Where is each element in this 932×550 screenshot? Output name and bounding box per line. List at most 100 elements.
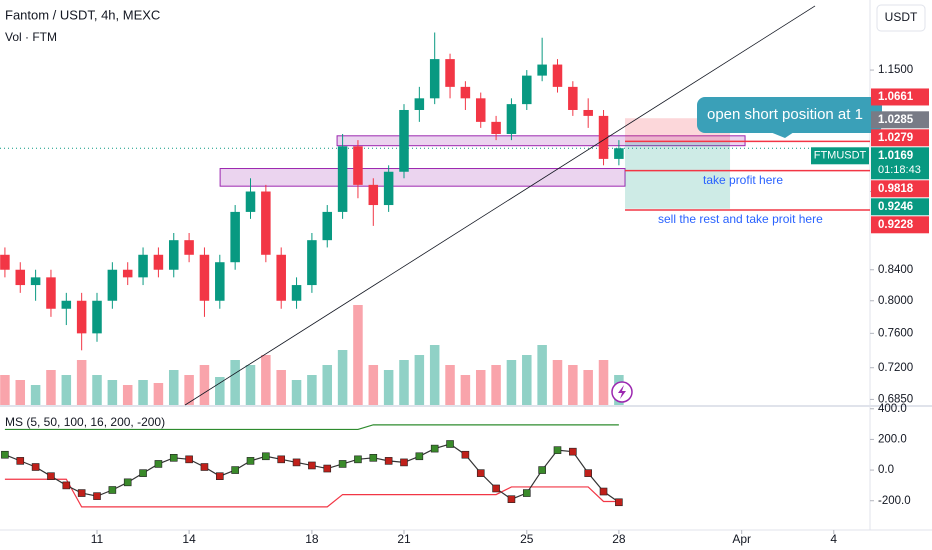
candle-body xyxy=(429,59,440,99)
osc-point xyxy=(1,450,9,459)
candle-body xyxy=(215,262,225,301)
volume-bar xyxy=(122,385,133,405)
volume-bar xyxy=(107,380,118,405)
osc-point xyxy=(354,455,362,464)
osc-point xyxy=(522,489,531,497)
candle-body xyxy=(460,86,471,99)
osc-point xyxy=(384,457,393,465)
osc-tick-label: -200.0 xyxy=(878,495,911,507)
symbol-title: Fantom / USDT, 4h, MEXC xyxy=(5,7,160,22)
candle-body xyxy=(445,59,455,87)
volume-bar xyxy=(414,355,425,405)
symbol-tag xyxy=(811,147,869,165)
candle-body xyxy=(475,98,486,122)
osc-point xyxy=(584,469,592,477)
trendline xyxy=(184,5,816,406)
candle-body xyxy=(107,269,118,301)
osc-point xyxy=(216,472,224,481)
candle-body xyxy=(138,254,148,278)
osc-point xyxy=(599,487,608,496)
volume-bar xyxy=(168,370,179,405)
price-tag xyxy=(871,111,929,129)
osc-point xyxy=(338,460,347,468)
x-tick-label: 25 xyxy=(520,532,534,546)
currency-label[interactable]: USDT xyxy=(885,10,918,24)
osc-point xyxy=(277,455,285,464)
y-tick-label: 0.8400 xyxy=(878,264,913,276)
osc-point xyxy=(262,452,270,461)
osc-point xyxy=(507,495,516,503)
osc-point xyxy=(200,463,209,471)
candle-body xyxy=(30,277,41,286)
x-tick-label: 21 xyxy=(397,532,411,546)
osc-point xyxy=(77,489,86,497)
volume-bar xyxy=(276,370,286,405)
candle-body xyxy=(414,98,425,110)
volume-bar xyxy=(583,370,593,405)
volume-bar xyxy=(475,370,486,405)
price-tag xyxy=(871,180,929,198)
x-tick-label: 28 xyxy=(612,532,626,546)
osc-point xyxy=(400,458,408,467)
osc-point xyxy=(47,472,55,481)
volume-bar xyxy=(76,360,87,405)
volume-bar xyxy=(61,375,72,405)
callout-text: open short position at 1 xyxy=(707,106,863,123)
candle-body xyxy=(291,285,302,301)
volume-bar xyxy=(368,365,379,405)
x-tick-label: 18 xyxy=(305,532,319,546)
price-tag-label: 1.0661 xyxy=(878,91,914,103)
candle-body xyxy=(537,64,547,76)
candle-body xyxy=(583,109,593,116)
x-tick-label: 4 xyxy=(830,532,837,546)
osc-point xyxy=(446,440,454,448)
osc-point xyxy=(62,481,71,490)
target-area xyxy=(625,141,731,209)
volume-bar xyxy=(215,377,225,405)
x-tick-label: 11 xyxy=(91,532,104,546)
osc-point xyxy=(292,458,301,467)
currency-button[interactable] xyxy=(876,4,926,32)
volume-bar xyxy=(337,350,348,405)
osc-point xyxy=(123,478,132,487)
candle-body xyxy=(184,240,194,255)
price-tag-label: 0.9818 xyxy=(878,183,914,195)
countdown-label: 01:18:43 xyxy=(878,164,921,176)
osc-point xyxy=(553,446,562,454)
volume-bar xyxy=(92,375,102,405)
candle-body xyxy=(153,254,164,270)
candle-body xyxy=(322,211,333,241)
overlay: 111418212528Apr41.15000.95000.84000.8000… xyxy=(91,64,929,546)
candle-body xyxy=(0,254,10,270)
x-tick-label: 14 xyxy=(182,532,196,546)
candle-body xyxy=(337,146,348,212)
candle-body xyxy=(168,240,179,270)
volume-bar xyxy=(598,360,609,405)
candle-body xyxy=(598,115,609,159)
osc-point xyxy=(16,457,25,465)
osc-tick-label: 200.0 xyxy=(878,433,907,445)
volume-bar xyxy=(153,383,164,405)
osc-point xyxy=(538,466,546,474)
candle-body xyxy=(46,277,56,309)
candle-body xyxy=(383,171,394,206)
sell-rest-text: sell the rest and take proit here xyxy=(658,212,823,226)
candle-body xyxy=(353,146,363,185)
take-profit-text: take profit here xyxy=(703,173,783,187)
osc-point xyxy=(430,444,439,453)
volume-bar xyxy=(291,380,302,405)
osc-point xyxy=(476,469,485,477)
candle-body xyxy=(15,269,26,286)
volume-bar xyxy=(199,365,210,405)
osc-point xyxy=(169,454,178,462)
volume-bar xyxy=(46,370,56,405)
volume-bar xyxy=(383,370,394,405)
osc-point xyxy=(308,461,316,470)
price-tag xyxy=(871,216,929,234)
osc-point xyxy=(369,454,378,462)
candle-body xyxy=(76,300,87,334)
y-tick-label: 0.6850 xyxy=(878,393,913,405)
y-tick-label: 0.8000 xyxy=(878,295,913,307)
y-tick-label: 1.1500 xyxy=(878,64,913,76)
candle-body xyxy=(92,300,102,334)
